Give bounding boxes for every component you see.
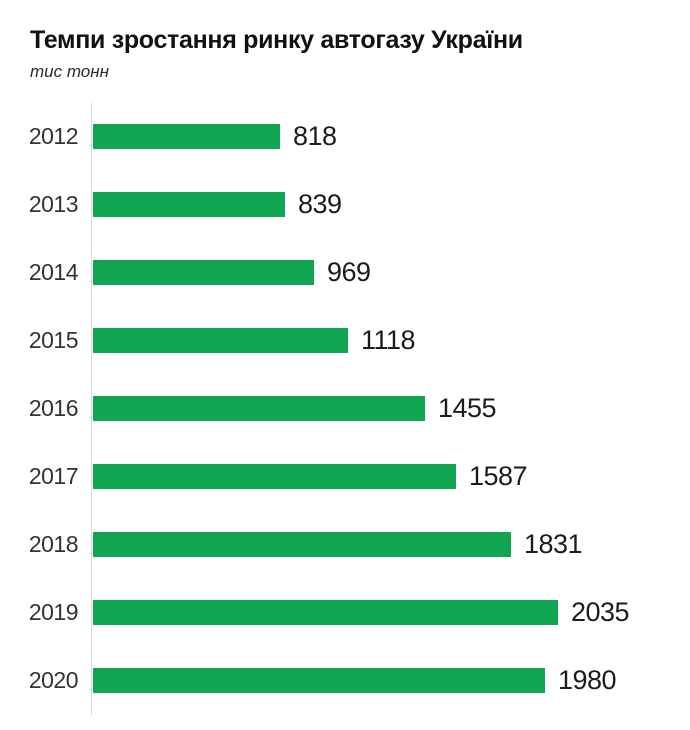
bar-row: 2020 1980 xyxy=(0,646,690,715)
value-label: 1455 xyxy=(438,393,497,423)
bar-track: 1980 xyxy=(91,646,690,715)
bar-2012 xyxy=(93,124,280,149)
bar-track: 969 xyxy=(91,238,690,307)
bar-track: 1455 xyxy=(91,374,690,443)
bar-2019 xyxy=(93,600,558,625)
year-label: 2017 xyxy=(28,463,79,489)
bar-track: 1118 xyxy=(91,306,690,375)
bar-row: 2015 1118 xyxy=(0,306,690,375)
value-label: 1118 xyxy=(361,325,416,355)
bar-track: 1831 xyxy=(91,510,690,579)
value-label: 1980 xyxy=(558,665,617,695)
year-label: 2018 xyxy=(28,531,79,557)
bar-2020 xyxy=(93,668,545,693)
year-label: 2020 xyxy=(28,667,79,693)
bar-track: 1587 xyxy=(91,442,690,511)
bar-2013 xyxy=(93,192,285,217)
value-label: 1831 xyxy=(524,529,583,559)
bar-2015 xyxy=(93,328,348,353)
value-label: 2035 xyxy=(571,597,630,627)
chart-unit-label: тис тонн xyxy=(30,61,109,81)
bar-2014 xyxy=(93,260,314,285)
value-label: 1587 xyxy=(469,461,528,491)
value-label: 969 xyxy=(327,257,371,287)
bar-row: 2016 1455 xyxy=(0,374,690,443)
chart-title: Темпи зростання ринку автогазу України xyxy=(30,26,523,54)
bar-track: 818 xyxy=(91,102,690,171)
year-label: 2016 xyxy=(28,395,79,421)
chart-header: Темпи зростання ринку автогазу України т… xyxy=(0,0,690,82)
year-label: 2019 xyxy=(28,599,79,625)
bar-row: 2019 2035 xyxy=(0,578,690,647)
bar-row: 2012 818 xyxy=(0,102,690,171)
bar-2017 xyxy=(93,464,456,489)
year-label: 2013 xyxy=(28,191,79,217)
bar-chart: 2012 818 2013 839 2014 969 2015 1118 2016 1455 201… xyxy=(0,102,690,715)
year-label: 2012 xyxy=(28,123,79,149)
value-label: 818 xyxy=(293,121,337,151)
bar-row: 2018 1831 xyxy=(0,510,690,579)
bar-row: 2017 1587 xyxy=(0,442,690,511)
bar-2016 xyxy=(93,396,425,421)
bar-track: 2035 xyxy=(91,578,690,647)
bar-row: 2013 839 xyxy=(0,170,690,239)
bar-2018 xyxy=(93,532,511,557)
bar-row: 2014 969 xyxy=(0,238,690,307)
year-label: 2015 xyxy=(28,327,79,353)
year-label: 2014 xyxy=(28,259,79,285)
value-label: 839 xyxy=(298,189,342,219)
bar-track: 839 xyxy=(91,170,690,239)
